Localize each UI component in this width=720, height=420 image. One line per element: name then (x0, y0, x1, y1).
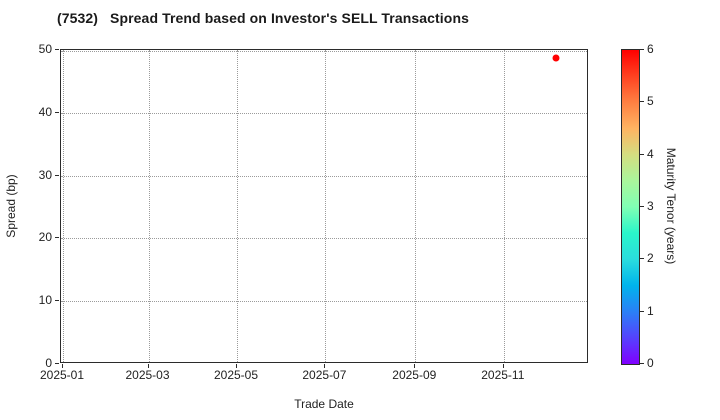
colorbar-tick-label: 5 (647, 94, 654, 109)
y-tick-50 (55, 49, 59, 50)
x-tick-2025-07 (324, 364, 326, 368)
gridline-x-2025-03 (148, 50, 150, 362)
colorbar-tick-6 (640, 49, 644, 50)
x-tick-2025-05 (236, 364, 237, 368)
gridline-y-10 (61, 301, 587, 303)
colorbar-tick-label: 2 (647, 251, 654, 266)
colorbar-tick-label: 1 (647, 303, 654, 318)
y-tick-label: 10 (38, 293, 52, 308)
x-tick-label: 2025-03 (125, 368, 170, 382)
plot-area (60, 49, 588, 363)
y-axis-label: Spread (bp) (4, 174, 18, 238)
colorbar-tick-0 (640, 363, 644, 364)
y-tick-label: 20 (38, 230, 52, 245)
gridline-x-2025-07 (325, 50, 327, 362)
x-tick-label: 2025-07 (302, 368, 347, 382)
x-axis-label: Trade Date (294, 397, 354, 411)
y-tick-10 (55, 300, 59, 302)
gridline-x-2025-01 (63, 50, 64, 362)
x-tick-label: 2025-05 (213, 368, 259, 382)
colorbar-gradient (621, 49, 640, 365)
colorbar-tick-2 (640, 258, 644, 260)
colorbar-tick-4 (640, 153, 644, 155)
y-tick-30 (55, 174, 59, 176)
gridline-y-20 (61, 238, 587, 240)
x-tick-2025-09 (414, 364, 416, 368)
colorbar-tick-label: 0 (647, 356, 654, 370)
y-tick-20 (55, 237, 59, 239)
colorbar-label: Maturity Tenor (years) (664, 147, 678, 265)
y-tick-label: 50 (38, 42, 52, 56)
y-tick-label: 30 (38, 167, 52, 182)
x-tick-label: 2025-01 (39, 368, 85, 382)
gridline-x-2025-05 (237, 50, 238, 362)
x-tick-2025-01 (62, 364, 63, 368)
x-tick-label: 2025-09 (392, 368, 437, 382)
gridline-x-2025-11 (503, 50, 505, 362)
colorbar-tick-label: 4 (647, 146, 654, 161)
y-tick-40 (55, 111, 59, 113)
x-tick-2025-11 (502, 364, 504, 368)
y-tick-0 (55, 363, 59, 364)
y-tick-label: 40 (38, 104, 52, 119)
gridline-x-2025-09 (415, 50, 417, 362)
x-tick-label: 2025-11 (481, 368, 525, 382)
scatter-point (552, 54, 560, 62)
colorbar-tick-label: 6 (647, 42, 654, 56)
colorbar-tick-label: 3 (647, 199, 654, 213)
colorbar-tick-5 (640, 101, 644, 103)
y-tick-label: 0 (45, 356, 52, 370)
x-tick-2025-03 (147, 364, 149, 368)
colorbar-tick-3 (640, 206, 644, 207)
gridline-y-40 (61, 112, 587, 114)
chart-title: (7532) Spread Trend based on Investor's … (57, 10, 469, 26)
gridline-y-30 (61, 175, 587, 177)
colorbar-tick-1 (640, 310, 644, 312)
gridline-y-50 (61, 51, 587, 52)
